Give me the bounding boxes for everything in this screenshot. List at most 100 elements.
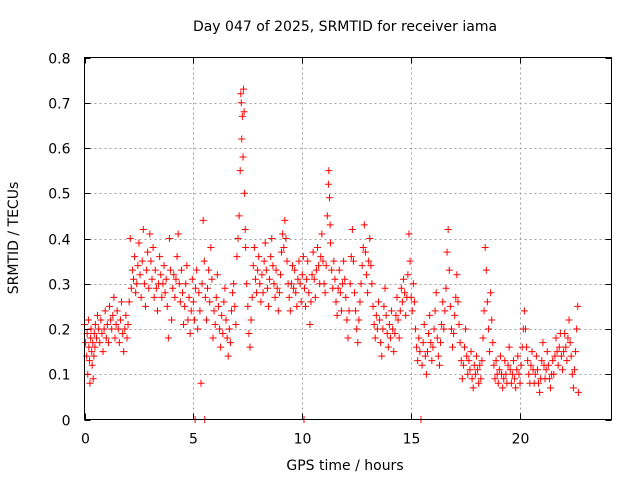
data-point: [319, 257, 327, 265]
data-point: [235, 212, 243, 220]
data-point: [204, 284, 212, 292]
data-point: [511, 375, 519, 383]
data-point: [449, 343, 457, 351]
data-point: [89, 375, 97, 383]
data-point: [398, 298, 406, 306]
data-point: [543, 348, 551, 356]
data-point: [443, 248, 451, 256]
data-point: [129, 275, 137, 283]
data-point: [288, 262, 296, 270]
data-point: [340, 257, 348, 265]
data-point: [260, 257, 268, 265]
data-point: [368, 280, 376, 288]
data-point: [446, 302, 454, 310]
data-point: [145, 284, 153, 292]
data-point: [536, 388, 544, 396]
data-point: [100, 325, 108, 333]
data-point: [326, 221, 334, 229]
data-point: [116, 316, 124, 324]
data-point: [475, 379, 483, 387]
data-point: [434, 352, 442, 360]
data-point: [127, 284, 135, 292]
data-point: [404, 271, 412, 279]
data-point: [314, 244, 322, 252]
data-point: [384, 343, 392, 351]
data-point: [82, 339, 90, 347]
data-point: [223, 334, 231, 342]
data-point: [241, 189, 249, 197]
data-point: [88, 361, 96, 369]
data-point: [517, 361, 525, 369]
data-point: [144, 248, 152, 256]
data-point: [120, 348, 128, 356]
data-point: [474, 366, 482, 374]
data-point: [263, 284, 271, 292]
data-point: [510, 357, 518, 365]
data-point: [244, 302, 252, 310]
data-point: [322, 262, 330, 270]
data-point: [205, 266, 213, 274]
data-point: [499, 384, 507, 392]
data-point: [560, 348, 568, 356]
data-point: [396, 307, 404, 315]
data-point: [311, 293, 319, 301]
data-point: [547, 384, 555, 392]
data-point: [490, 361, 498, 369]
data-point: [551, 352, 559, 360]
y-tick-label: 0: [62, 414, 71, 430]
data-point: [87, 334, 95, 342]
data-point: [140, 280, 148, 288]
data-point: [92, 334, 100, 342]
data-point: [178, 289, 186, 297]
data-point: [334, 284, 342, 292]
data-point: [222, 316, 230, 324]
data-point: [455, 320, 463, 328]
data-point: [251, 275, 259, 283]
data-point: [504, 361, 512, 369]
data-point: [282, 235, 290, 242]
data-point: [256, 280, 264, 288]
data-point: [445, 266, 453, 274]
data-point: [363, 271, 371, 279]
data-point: [192, 284, 200, 292]
data-point: [257, 298, 265, 306]
data-point: [382, 311, 390, 319]
data-point: [423, 348, 431, 356]
data-point: [377, 339, 385, 347]
data-point: [138, 257, 146, 265]
data-point: [243, 280, 251, 288]
data-point: [177, 266, 185, 274]
data-point: [361, 248, 369, 256]
data-point: [193, 266, 201, 274]
data-point: [184, 316, 192, 324]
data-point: [545, 375, 553, 383]
data-point: [415, 334, 423, 342]
data-point: [268, 235, 276, 242]
data-point: [355, 316, 363, 324]
data-point: [290, 284, 298, 292]
data-point: [471, 370, 479, 378]
data-point: [469, 384, 477, 392]
data-point: [273, 284, 281, 292]
data-point: [128, 266, 136, 274]
data-point: [568, 370, 576, 378]
data-point: [441, 307, 449, 315]
data-point: [103, 320, 111, 328]
data-point: [570, 366, 578, 374]
data-point: [267, 253, 275, 261]
data-point: [165, 235, 173, 242]
data-point: [454, 298, 462, 306]
data-point: [356, 298, 364, 306]
data-point: [173, 253, 181, 261]
data-point: [425, 330, 433, 338]
data-point: [336, 289, 344, 297]
data-point: [229, 289, 237, 297]
data-point: [385, 320, 393, 328]
data-point: [440, 325, 448, 333]
data-point: [249, 262, 257, 270]
data-point: [194, 325, 202, 333]
data-point: [183, 262, 191, 270]
data-point: [150, 293, 158, 301]
data-point: [231, 302, 239, 310]
data-point: [190, 316, 198, 324]
